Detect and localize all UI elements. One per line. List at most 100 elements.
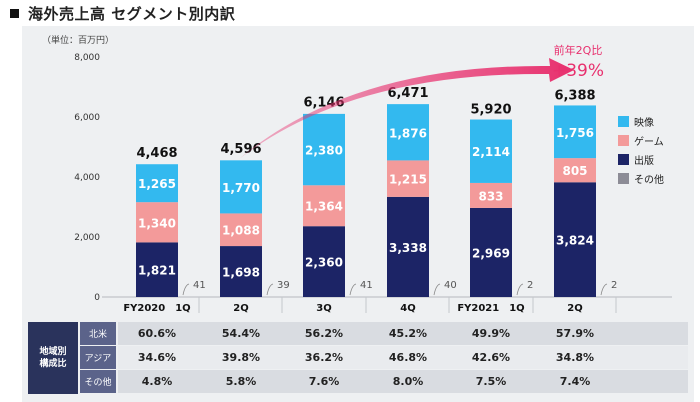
bar-label-game: 1,215: [389, 173, 427, 187]
table-cell: 49.9%: [471, 327, 511, 340]
other-leader-line: [349, 283, 357, 296]
total-label: 6,146: [303, 96, 344, 111]
table-row-label: 北米: [80, 322, 116, 345]
bar-label-video: 1,265: [138, 177, 176, 191]
bar-label-publishing: 1,698: [222, 266, 260, 280]
x-tick-label: 4Q: [400, 303, 415, 314]
bar-video: [136, 164, 178, 203]
table-cell: 56.2%: [304, 327, 344, 340]
table-cell: 42.6%: [471, 351, 511, 364]
table-row: [118, 322, 688, 345]
bar-label-video: 2,380: [305, 144, 343, 158]
x-tick-label: 3Q: [316, 303, 331, 314]
other-leader-line: [600, 283, 608, 296]
table-row-label: その他: [80, 370, 116, 393]
other-leader-line: [182, 283, 190, 296]
bar-label-video: 1,876: [389, 126, 427, 140]
bar-label-video: 1,756: [556, 126, 594, 140]
table-row: [118, 346, 688, 369]
legend-swatch: [618, 135, 629, 146]
bar-game: [303, 185, 345, 227]
y-tick-label: 6,000: [74, 113, 100, 123]
growth-arrow: [239, 58, 574, 159]
total-label: 6,388: [554, 88, 595, 103]
bar-game: [136, 202, 178, 243]
table-cell: 39.8%: [221, 351, 261, 364]
bar-label-game: 1,364: [305, 200, 343, 214]
bar-label-publishing: 2,969: [472, 246, 510, 260]
table-row-label: アジア: [80, 346, 116, 369]
bar-video: [387, 104, 429, 161]
table-cell: 8.0%: [392, 375, 424, 388]
y-tick-label: 8,000: [74, 53, 100, 63]
table-cell: 60.6%: [137, 327, 177, 340]
chart-panel: 0 2,000 4,000 6,000 8,000 1,821 1,340 1,265 4,4…: [22, 26, 694, 402]
bar-label-other: 39: [277, 280, 290, 291]
bar-publishing: [387, 196, 429, 297]
stacked-bar-chart: 0 2,000 4,000 6,000 8,000 1,821 1,340 1,265 4,4…: [42, 34, 672, 314]
table-cell: 46.8%: [388, 351, 428, 364]
table-cell: 34.6%: [137, 351, 177, 364]
table-cell: 54.4%: [221, 327, 261, 340]
x-tick-label: 2Q: [233, 303, 248, 314]
bar-label-game: 833: [478, 189, 503, 203]
bar-label-video: 1,770: [222, 181, 260, 195]
table-group-label: 地域別 構成比: [28, 322, 78, 394]
legend-swatch: [618, 173, 629, 184]
other-leader-line: [516, 283, 524, 296]
total-label: 4,596: [220, 142, 261, 157]
total-label: 6,471: [387, 86, 428, 101]
bar-label-game: 805: [562, 164, 587, 178]
legend-label: 映像: [634, 117, 654, 129]
bar-label-video: 2,114: [472, 145, 510, 159]
bar-label-game: 1,340: [138, 216, 176, 230]
bar-label-game: 1,088: [222, 224, 260, 238]
legend-label: 出版: [634, 154, 654, 167]
table-cell: 36.2%: [304, 351, 344, 364]
bar-publishing: [136, 242, 178, 297]
table-cell: 45.2%: [388, 327, 428, 340]
other-leader-line: [266, 283, 274, 296]
bar-label-publishing: 3,338: [389, 241, 427, 255]
bar-video: [303, 113, 345, 186]
bar-game: [387, 160, 429, 197]
annotation-yoy-label: 前年2Q比: [554, 43, 603, 57]
bar-video: [470, 119, 512, 183]
y-tick-label: 0: [94, 293, 100, 303]
table-cell: 57.9%: [555, 327, 595, 340]
bar-game: [470, 182, 512, 208]
bar-label-other: 41: [360, 280, 373, 291]
unit-label: （単位：百万円）: [42, 34, 114, 46]
bar-label-other: 2: [527, 280, 533, 291]
page-header: 海外売上高 セグメント別内訳: [0, 0, 700, 26]
total-label: 4,468: [136, 146, 177, 161]
bar-label-publishing: 1,821: [138, 264, 176, 278]
legend-label: ゲーム: [634, 136, 664, 148]
annotation-yoy-value: +39%: [552, 61, 604, 81]
bar-publishing: [303, 226, 345, 297]
table-cell: 7.6%: [308, 375, 340, 388]
table-group-label-line: 地域別: [39, 347, 67, 357]
y-tick-label: 4,000: [74, 173, 100, 183]
bar-publishing: [470, 207, 512, 297]
x-tick-label: FY2020 1Q: [123, 303, 190, 314]
x-tick-label: FY2021 1Q: [457, 303, 524, 314]
bar-label-other: 40: [444, 280, 457, 291]
table-group-label-line: 構成比: [39, 359, 67, 369]
table-cell: 5.8%: [225, 375, 257, 388]
table-cell: 34.8%: [555, 351, 595, 364]
table-cell: 7.4%: [559, 375, 591, 388]
bar-label-publishing: 3,824: [556, 234, 594, 248]
bar-video: [554, 105, 596, 159]
bar-publishing: [554, 182, 596, 297]
bar-label-publishing: 2,360: [305, 256, 343, 270]
y-tick-label: 2,000: [74, 233, 100, 243]
title-bullet-icon: [10, 8, 19, 18]
table-cell: 4.8%: [141, 375, 173, 388]
bar-video: [220, 160, 262, 214]
other-leader-line: [433, 283, 441, 296]
legend-label: その他: [634, 173, 664, 186]
total-label: 5,920: [470, 102, 511, 117]
bar-game: [220, 213, 262, 247]
legend-swatch: [618, 154, 629, 165]
